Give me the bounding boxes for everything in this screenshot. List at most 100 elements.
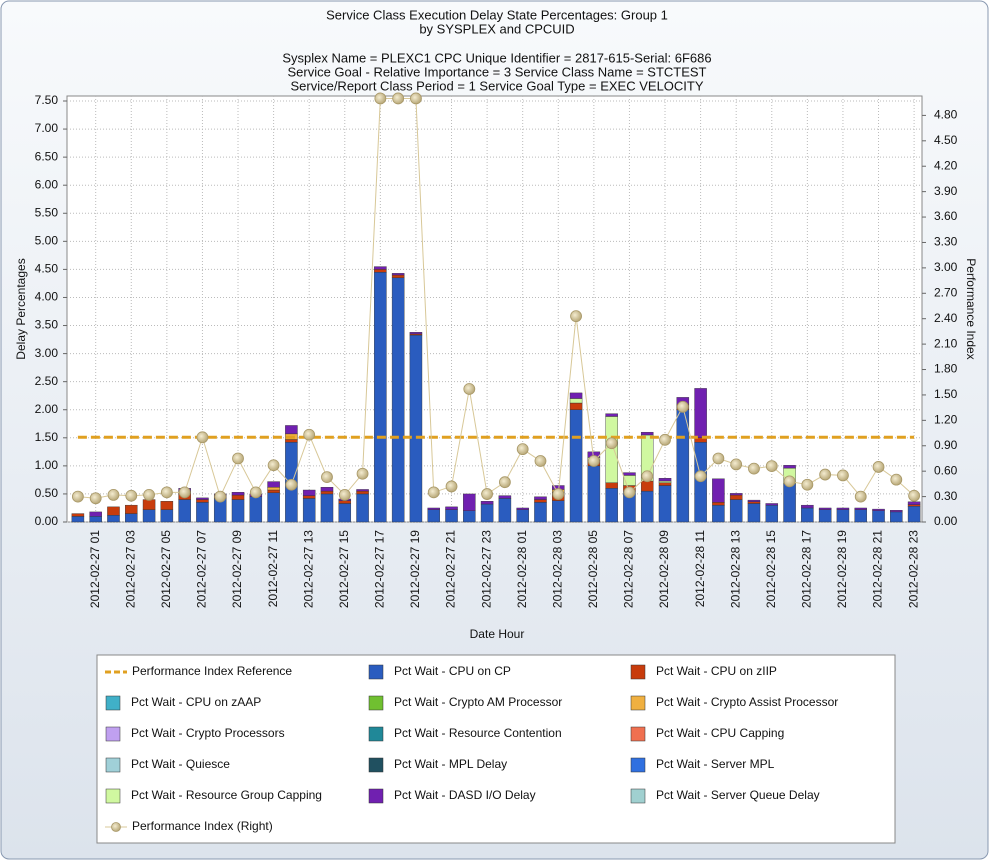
x-tick-label: 2012-02-28 01 <box>515 530 529 608</box>
bar-segment <box>569 402 583 410</box>
bar-segment <box>747 499 761 502</box>
bar-segment <box>356 489 369 492</box>
pi-point <box>837 469 849 482</box>
legend-label: Pct Wait - MPL Delay <box>394 757 507 771</box>
bar-segment <box>640 480 654 492</box>
y-axis-label: Delay Percentages <box>14 258 28 359</box>
chart-title: by SYSPLEX and CPCUID <box>419 21 574 36</box>
bar-segment <box>196 499 209 503</box>
bar-segment <box>552 500 565 523</box>
pi-point <box>143 488 155 501</box>
bar-segment <box>907 504 921 507</box>
legend-box <box>96 654 896 844</box>
bar-segment <box>285 439 298 443</box>
bar-segment <box>302 495 316 499</box>
bar-segment <box>534 502 547 523</box>
pi-point <box>410 92 422 105</box>
bar-segment <box>498 498 512 523</box>
bar-segment <box>658 485 672 523</box>
legend-swatch <box>105 788 121 804</box>
legend-label: Pct Wait - DASD I/O Delay <box>394 788 536 802</box>
y2-tick-label: 0.90 <box>934 438 958 452</box>
pi-point <box>303 428 316 441</box>
bar-segment <box>71 516 85 523</box>
pi-point <box>160 486 173 499</box>
pi-point <box>641 470 654 483</box>
bar-segment <box>801 504 814 509</box>
legend-swatch <box>105 757 121 773</box>
x-tick-label: 2012-02-27 17 <box>373 530 387 608</box>
y2-tick-label: 2.40 <box>934 311 958 325</box>
pi-point <box>71 490 84 503</box>
bar-segment <box>338 503 352 523</box>
pi-point <box>748 462 760 475</box>
legend-label: Performance Index (Right) <box>132 819 273 833</box>
legend-swatch <box>105 695 121 711</box>
bar-segment <box>890 511 903 523</box>
bar-segment <box>854 509 867 523</box>
bar-segment <box>267 492 280 523</box>
pi-point <box>125 489 138 502</box>
y2-tick-label: 1.80 <box>934 362 958 376</box>
pi-point <box>356 467 369 480</box>
bar-segment <box>676 409 690 523</box>
pi-point <box>392 92 405 105</box>
pi-point <box>623 486 636 499</box>
bar-segment <box>427 509 440 523</box>
y2-tick-label: 4.20 <box>934 158 958 172</box>
bar-segment <box>249 496 263 523</box>
pi-point <box>249 486 262 499</box>
legend-swatch <box>630 757 646 773</box>
bar-segment <box>391 277 405 523</box>
bar-segment <box>890 510 903 513</box>
bar-segment <box>160 509 174 523</box>
x-tick-label: 2012-02-27 09 <box>230 530 244 608</box>
bar-segment <box>445 506 458 510</box>
pi-point <box>498 476 511 489</box>
y2-tick-label: 0.00 <box>934 514 958 528</box>
y-tick-label: 2.50 <box>35 374 59 388</box>
bar-segment <box>409 334 423 523</box>
pi-point <box>445 480 458 493</box>
bar-segment <box>836 509 850 523</box>
pi-point <box>659 433 671 446</box>
legend-label: Pct Wait - Resource Group Capping <box>131 788 322 802</box>
bar-segment <box>142 499 156 510</box>
x-tick-label: 2012-02-27 01 <box>88 530 102 608</box>
pi-point <box>107 488 120 501</box>
bar-segment <box>374 266 387 270</box>
bar-segment <box>623 472 636 476</box>
y-tick-label: 0.00 <box>35 514 59 528</box>
bar-segment <box>605 488 618 523</box>
pi-point <box>463 383 476 395</box>
bar-segment <box>783 483 796 523</box>
bar-segment <box>534 499 547 503</box>
pi-point <box>89 492 102 505</box>
bar-segment <box>231 499 245 523</box>
bar-segment <box>391 273 405 276</box>
bar-segment <box>783 465 796 469</box>
pi-point <box>819 468 832 481</box>
bar-segment <box>231 494 245 500</box>
bar-segment <box>854 507 867 510</box>
chart-subtitle: Sysplex Name = PLEXC1 CPC Unique Identif… <box>282 50 711 65</box>
y-tick-label: 5.50 <box>35 205 59 219</box>
pi-point <box>178 486 191 499</box>
plot-area <box>66 95 923 523</box>
bar-segment <box>71 513 85 517</box>
pi-point <box>694 470 707 483</box>
pi-point <box>552 488 565 500</box>
pi-point <box>481 488 494 500</box>
legend-label: Pct Wait - CPU Capping <box>656 726 784 740</box>
bar-segment <box>267 486 280 491</box>
pi-point <box>516 443 529 456</box>
bar-segment <box>907 501 921 505</box>
y2-tick-label: 0.60 <box>934 463 958 477</box>
legend-swatch <box>368 664 384 680</box>
y-tick-label: 2.00 <box>35 402 59 416</box>
y-tick-label: 7.50 <box>35 93 59 107</box>
x-tick-label: 2012-02-27 05 <box>159 530 173 608</box>
bar-segment <box>89 511 102 517</box>
